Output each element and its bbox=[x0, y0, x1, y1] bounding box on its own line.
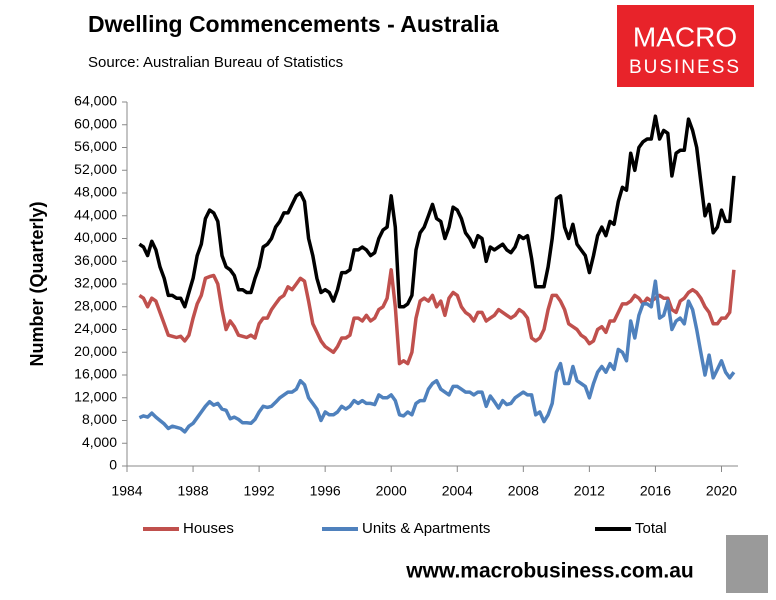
series-line bbox=[138, 114, 736, 309]
legend-label: Total bbox=[635, 520, 667, 537]
series-line bbox=[138, 279, 736, 434]
y-tick-label: 64,000 bbox=[74, 93, 117, 109]
y-tick-label: 12,000 bbox=[74, 388, 117, 404]
series-line bbox=[138, 268, 736, 366]
x-tick-label: 1992 bbox=[244, 483, 275, 499]
legend-label: Houses bbox=[183, 520, 234, 537]
logo-text: BUSINESS bbox=[629, 57, 741, 78]
legend-label: Units & Apartments bbox=[362, 520, 490, 537]
wolf-logo bbox=[726, 535, 768, 593]
y-tick-label: 16,000 bbox=[74, 366, 117, 382]
y-tick-label: 60,000 bbox=[74, 115, 117, 131]
y-tick-label: 48,000 bbox=[74, 184, 117, 200]
y-tick-label: 24,000 bbox=[74, 320, 117, 336]
y-tick-label: 32,000 bbox=[74, 275, 117, 291]
chart-title: Dwelling Commencements - Australia bbox=[88, 11, 499, 37]
x-tick-label: 2000 bbox=[376, 483, 407, 499]
x-tick-label: 2016 bbox=[640, 483, 671, 499]
y-tick-label: 20,000 bbox=[74, 343, 117, 359]
x-tick-label: 1984 bbox=[111, 483, 142, 499]
y-axis-label: Number (Quarterly) bbox=[27, 201, 47, 366]
x-tick-label: 1996 bbox=[310, 483, 341, 499]
logo-text: MACRO bbox=[633, 21, 737, 52]
y-tick-label: 0 bbox=[109, 457, 117, 473]
y-tick-label: 56,000 bbox=[74, 138, 117, 154]
x-tick-label: 2004 bbox=[442, 483, 473, 499]
y-tick-label: 44,000 bbox=[74, 206, 117, 222]
logo-box bbox=[617, 5, 754, 87]
chart-subtitle: Source: Australian Bureau of Statistics bbox=[88, 54, 343, 71]
x-tick-label: 2020 bbox=[706, 483, 737, 499]
y-tick-label: 4,000 bbox=[82, 434, 117, 450]
footer-url: www.macrobusiness.com.au bbox=[405, 560, 693, 583]
x-tick-label: 1988 bbox=[177, 483, 208, 499]
x-tick-label: 2008 bbox=[508, 483, 539, 499]
y-tick-label: 52,000 bbox=[74, 161, 117, 177]
y-tick-label: 40,000 bbox=[74, 229, 117, 245]
y-tick-label: 8,000 bbox=[82, 411, 117, 427]
y-tick-label: 28,000 bbox=[74, 297, 117, 313]
x-tick-label: 2012 bbox=[574, 483, 605, 499]
y-tick-label: 36,000 bbox=[74, 252, 117, 268]
